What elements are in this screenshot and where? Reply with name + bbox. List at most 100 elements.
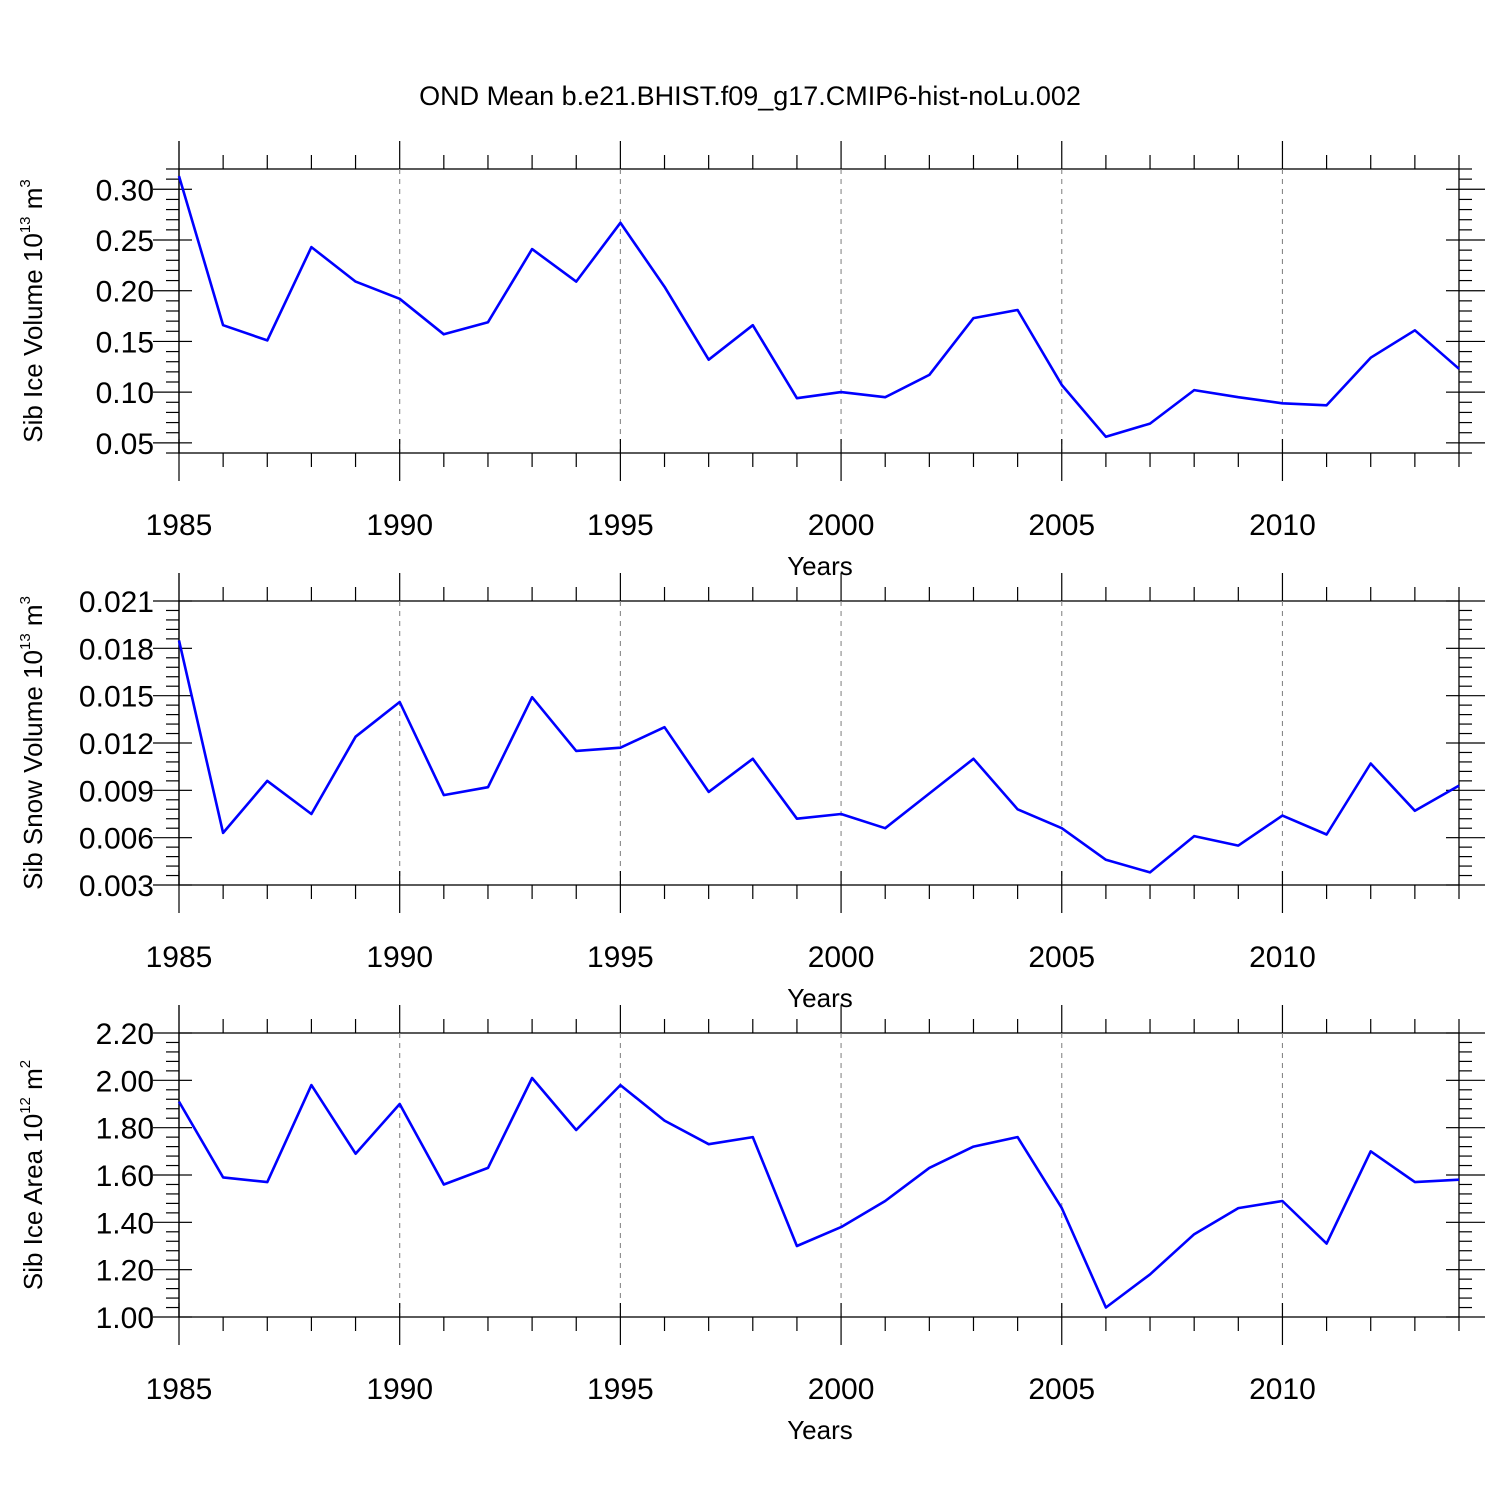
data-point	[751, 323, 755, 327]
data-point	[618, 746, 622, 750]
y-tick-label: 0.20	[96, 276, 154, 309]
data-point	[1104, 1306, 1108, 1310]
data-point	[1457, 784, 1461, 788]
y-tick-label: 1.60	[96, 1160, 154, 1193]
data-point	[398, 297, 402, 301]
data-point	[618, 221, 622, 225]
y-axis-label-text: Sib Ice Area 10	[18, 1114, 48, 1290]
data-point	[883, 826, 887, 830]
y-tick-label: 0.10	[96, 377, 154, 410]
x-tick-label: 1990	[366, 941, 433, 974]
x-tick-label: 1990	[366, 509, 433, 542]
data-point	[663, 725, 667, 729]
x-axis-label: Years	[787, 1415, 853, 1445]
x-tick-label: 1995	[587, 1373, 654, 1406]
data-point	[751, 1135, 755, 1139]
data-point	[795, 817, 799, 821]
data-point	[574, 749, 578, 753]
data-point	[971, 757, 975, 761]
x-tick-label: 2000	[808, 941, 875, 974]
y-tick-label: 0.30	[96, 174, 154, 207]
data-point	[927, 1166, 931, 1170]
data-point	[927, 373, 931, 377]
data-point	[309, 245, 313, 249]
y-tick-label: 0.018	[79, 633, 154, 666]
data-point	[486, 785, 490, 789]
data-point	[309, 812, 313, 816]
x-tick-label: 2000	[808, 1373, 875, 1406]
data-point	[839, 390, 843, 394]
data-point	[574, 280, 578, 284]
data-point	[1325, 1242, 1329, 1246]
plot-frame	[178, 168, 1460, 454]
data-point	[1016, 308, 1020, 312]
data-point	[177, 638, 181, 642]
y-tick-label: 0.009	[79, 775, 154, 808]
data-point	[1413, 328, 1417, 332]
x-tick-label: 2010	[1249, 1373, 1316, 1406]
y-axis-label-text: Sib Snow Volume 10	[18, 650, 48, 890]
x-tick-label: 1995	[587, 509, 654, 542]
data-point	[707, 358, 711, 362]
data-point	[795, 1244, 799, 1248]
y-tick-label: 1.80	[96, 1113, 154, 1146]
data-point	[751, 757, 755, 761]
data-point	[1104, 435, 1108, 439]
data-point	[442, 793, 446, 797]
data-point	[1325, 833, 1329, 837]
plot-frame	[178, 1032, 1460, 1318]
y-axis-label-unit: m	[18, 188, 48, 217]
data-point	[1060, 826, 1064, 830]
x-axis-label: Years	[787, 983, 853, 1013]
y-axis-label-text: Sib Ice Volume 10	[18, 233, 48, 443]
data-point	[883, 395, 887, 399]
data-point	[663, 1119, 667, 1123]
data-point	[707, 1142, 711, 1146]
data-point	[839, 1225, 843, 1229]
data-point	[530, 695, 534, 699]
data-point	[1104, 858, 1108, 862]
y-tick-label: 1.00	[96, 1302, 154, 1335]
y-tick-label: 0.25	[96, 225, 154, 258]
data-point	[398, 1102, 402, 1106]
series-line	[177, 1076, 1460, 1309]
data-point	[574, 1128, 578, 1132]
data-point	[221, 323, 225, 327]
series-line	[177, 175, 1460, 439]
data-point	[442, 1182, 446, 1186]
data-point	[1060, 1206, 1064, 1210]
x-axis-label: Years	[787, 551, 853, 581]
data-point	[707, 790, 711, 794]
data-point	[221, 1175, 225, 1179]
data-point	[1016, 1135, 1020, 1139]
y-axis-label-unit-exponent: 2	[17, 1060, 34, 1068]
y-tick-label: 0.05	[96, 428, 154, 461]
series-line	[177, 640, 1460, 874]
data-point	[971, 1145, 975, 1149]
y-axis-label: Sib Ice Volume 1013 m3	[17, 179, 48, 443]
data-point	[1280, 401, 1284, 405]
data-point	[1192, 388, 1196, 392]
data-point	[1060, 383, 1064, 387]
data-point	[530, 247, 534, 251]
data-point	[1325, 403, 1329, 407]
y-tick-label: 2.00	[96, 1065, 154, 1098]
y-tick-label: 0.015	[79, 681, 154, 714]
y-axis-label: Sib Ice Area 1012 m2	[17, 1060, 48, 1290]
data-point	[1280, 1199, 1284, 1203]
data-point	[486, 320, 490, 324]
data-point	[265, 338, 269, 342]
x-tick-label: 2005	[1028, 509, 1095, 542]
data-point	[265, 779, 269, 783]
x-tick-label: 2000	[808, 509, 875, 542]
data-point	[221, 831, 225, 835]
y-tick-label: 1.40	[96, 1207, 154, 1240]
panel-2: 1985 1990 1995 2000 2005 2010 Years 0.003 0.006 0…	[17, 573, 1485, 1013]
panel-1: 1985 1990 1995 2000 2005 2010 Years 0.05 0.10 0.1…	[17, 141, 1485, 581]
data-point	[971, 316, 975, 320]
data-point	[486, 1166, 490, 1170]
y-axis-label-unit-exponent: 3	[17, 596, 34, 604]
y-axis-label-unit: m	[18, 604, 48, 633]
data-point	[309, 1083, 313, 1087]
data-point	[1148, 1272, 1152, 1276]
